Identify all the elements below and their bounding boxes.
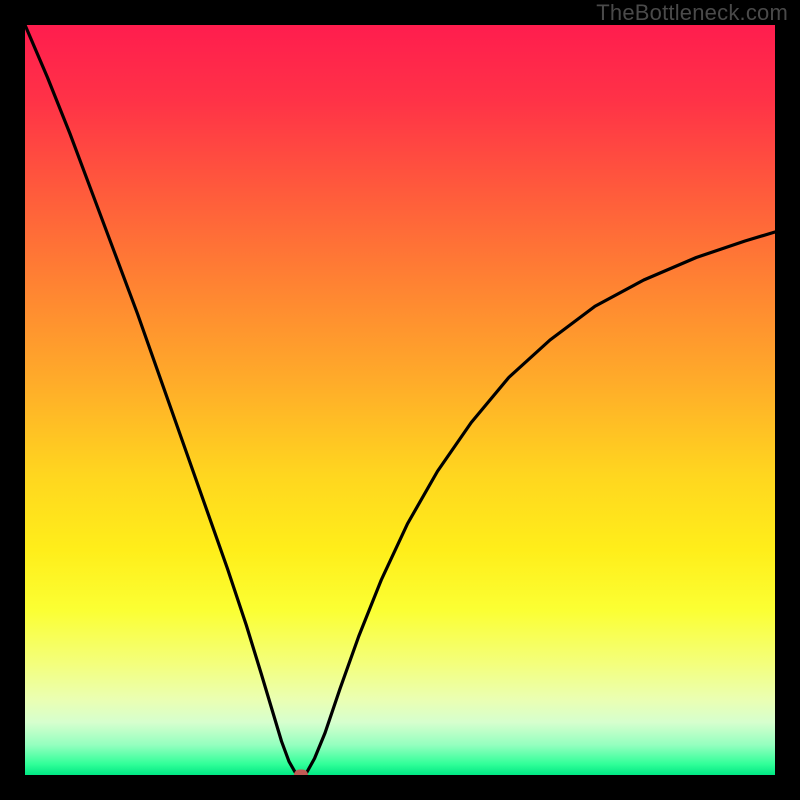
curve-layer: [25, 25, 775, 775]
bottleneck-curve: [25, 25, 775, 775]
watermark-text: TheBottleneck.com: [596, 0, 788, 26]
optimum-marker: [294, 770, 308, 776]
plot-area: [25, 25, 775, 775]
